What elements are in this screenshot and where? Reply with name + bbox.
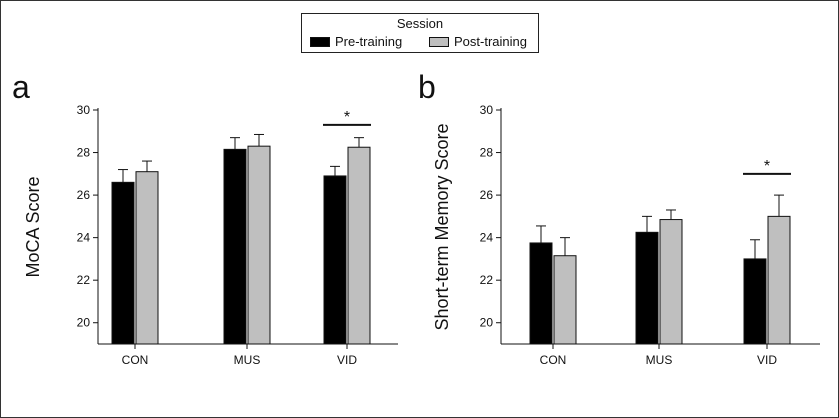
legend-label-post-training: Post-training [454, 34, 527, 49]
y-tick-label: 24 [480, 231, 494, 245]
y-tick-label: 28 [77, 146, 91, 160]
bar-post-training-con [135, 171, 159, 345]
bar-post-training-vid [767, 215, 791, 345]
bar-pre-training-mus [635, 231, 659, 345]
significance-star: * [344, 109, 350, 126]
legend-title: Session [396, 16, 444, 31]
x-tick-label: MUS [646, 353, 673, 367]
y-tick-label: 20 [480, 316, 494, 330]
bar-pre-training-con [111, 181, 135, 345]
legend-swatch-pre-training [310, 37, 330, 47]
x-tick-label: CON [540, 353, 567, 367]
y-tick-label: 24 [77, 231, 91, 245]
y-tick-label: 22 [480, 273, 494, 287]
x-tick-label: MUS [234, 353, 261, 367]
x-tick-label: VID [757, 353, 777, 367]
chart-panel-a: a MoCA Score 20 22 24 26 28 30 CON MUS VID * [12, 69, 398, 367]
y-tick-label: 28 [480, 146, 494, 160]
panel-label: a [12, 69, 30, 105]
bar-post-training-mus [659, 219, 683, 345]
y-tick-label: 26 [77, 188, 91, 202]
y-tick-label: 22 [77, 273, 91, 287]
legend-swatch-post-training [429, 37, 449, 47]
y-axis-label: MoCA Score [23, 176, 43, 277]
y-tick-label: 30 [77, 103, 91, 117]
bar-pre-training-vid [743, 258, 767, 345]
y-tick-label: 20 [77, 316, 91, 330]
y-axis-label: Short-term Memory Score [432, 123, 452, 330]
bar-post-training-mus [247, 145, 271, 345]
chart-panel-b: b Short-term Memory Score 20 22 24 26 28 30 CON M… [418, 69, 820, 367]
legend-label-pre-training: Pre-training [335, 34, 403, 49]
x-tick-label: CON [122, 353, 149, 367]
panel-label: b [418, 69, 436, 105]
y-tick-label: 26 [480, 188, 494, 202]
bar-pre-training-vid [323, 175, 347, 345]
significance-star: * [764, 158, 770, 175]
bar-pre-training-con [529, 242, 553, 345]
x-tick-label: VID [337, 353, 357, 367]
bar-post-training-con [553, 255, 577, 345]
bar-post-training-vid [347, 146, 371, 345]
legend: Session Pre-training Post-training [301, 13, 539, 53]
bar-pre-training-mus [223, 148, 247, 345]
y-tick-label: 30 [480, 103, 494, 117]
